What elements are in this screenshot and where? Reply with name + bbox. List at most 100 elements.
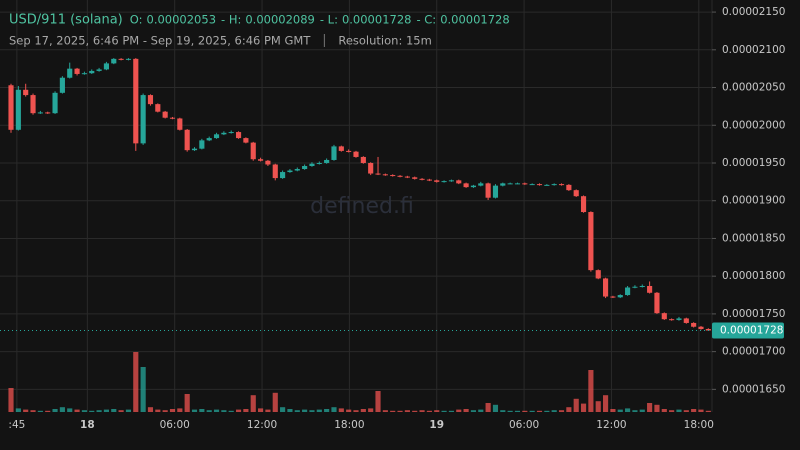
- volume-bar: [15, 408, 21, 412]
- volume-bar: [8, 388, 14, 412]
- volume-bar: [595, 401, 601, 412]
- candle-body: [625, 287, 631, 296]
- candle-body: [375, 173, 381, 175]
- candle-body: [302, 166, 308, 170]
- candle-body: [206, 138, 212, 141]
- candle-body: [221, 132, 227, 135]
- candle-body: [213, 134, 220, 139]
- candle-body: [265, 160, 271, 165]
- candle-body: [155, 104, 161, 112]
- y-tick-label: 0.00001700: [722, 346, 785, 358]
- candle-body: [573, 190, 579, 197]
- volume-bar: [125, 409, 132, 412]
- candle-body: [118, 58, 124, 60]
- candle-body: [544, 184, 550, 186]
- candle-body: [610, 296, 616, 298]
- candle-body: [250, 142, 256, 160]
- volume-bar: [625, 408, 631, 412]
- candle-body: [125, 58, 132, 60]
- candle-body: [558, 184, 565, 186]
- volume-bar: [52, 409, 58, 412]
- candle-body: [243, 138, 249, 143]
- candle-body: [412, 177, 418, 179]
- candle-body: [419, 178, 425, 180]
- candle-body: [441, 181, 447, 183]
- volume-bar: [59, 407, 65, 412]
- volume-bar: [404, 410, 410, 412]
- volume-bar: [375, 391, 381, 412]
- volume-bar: [434, 410, 440, 412]
- volume-bar: [412, 410, 418, 412]
- candle-body: [67, 68, 73, 78]
- volume-bar: [111, 409, 117, 412]
- volume-bar: [133, 352, 139, 412]
- volume-bar: [654, 404, 660, 412]
- ohlc-value: 0.00002053: [147, 13, 217, 27]
- candle-body: [15, 89, 21, 130]
- volume-bar: [514, 410, 521, 412]
- candle-body: [316, 162, 322, 164]
- ohlc-label: O:: [130, 13, 143, 27]
- volume-bar: [96, 410, 102, 412]
- volume-bar: [324, 409, 330, 412]
- candle-body: [676, 318, 682, 320]
- volume-bar: [191, 409, 198, 412]
- volume-bar: [23, 409, 29, 412]
- volume-bar: [169, 409, 176, 412]
- ohlc-label: - H:: [221, 13, 241, 27]
- volume-bar: [669, 410, 675, 412]
- candle-body: [162, 111, 168, 118]
- candle-body: [500, 183, 506, 186]
- volume-bar: [235, 409, 242, 412]
- volume-bar: [566, 407, 572, 412]
- volume-bar: [691, 409, 697, 412]
- candle-body: [177, 118, 183, 130]
- candle-body: [566, 184, 572, 191]
- ohlc-value: 0.00001728: [440, 13, 510, 27]
- volume-bar: [529, 410, 535, 412]
- volume-bar: [177, 408, 183, 412]
- x-tick-label: 18: [80, 419, 95, 431]
- candle-body: [280, 172, 286, 179]
- volume-bar: [346, 409, 352, 412]
- volume-bar: [221, 410, 227, 412]
- volume-bar: [441, 410, 447, 412]
- candle-body: [59, 77, 65, 93]
- volume-bar: [632, 410, 638, 412]
- volume-bar: [147, 407, 154, 412]
- candle-body: [169, 117, 176, 119]
- candle-body: [338, 146, 344, 151]
- ohlc-label: - C:: [416, 13, 436, 27]
- volume-bar: [602, 395, 609, 412]
- y-tick-label: 0.00001800: [722, 270, 785, 282]
- candle-body: [287, 170, 293, 173]
- last-price-label: 0.00001728: [720, 325, 783, 337]
- candle-body: [360, 156, 366, 163]
- ohlc-value: 0.00001728: [342, 13, 412, 27]
- volume-bar: [661, 409, 667, 412]
- volume-bar: [206, 410, 212, 412]
- candle-body: [228, 132, 234, 134]
- volume-bar: [103, 409, 110, 412]
- volume-bar: [500, 410, 506, 412]
- header: USD/911 (solana) Sep 17, 2025, 6:46 PM -…: [9, 13, 510, 48]
- y-tick-label: 0.00002050: [722, 82, 785, 94]
- volume-bar: [705, 410, 711, 412]
- x-tick-label: 12:00: [596, 419, 626, 431]
- chart-title: USD/911 (solana): [9, 13, 123, 28]
- volume-bar: [213, 409, 220, 412]
- candle-body: [529, 184, 535, 186]
- x-tick-label: 19: [429, 419, 444, 431]
- x-tick-label: :45: [8, 419, 25, 431]
- volume-bar: [162, 410, 168, 412]
- volume-bar: [544, 410, 550, 412]
- x-tick-label: 06:00: [160, 419, 190, 431]
- volume-bar: [676, 409, 682, 412]
- candle-body: [397, 175, 403, 177]
- volume-bar: [683, 410, 689, 412]
- volume-bar: [294, 410, 300, 412]
- ohlc-value: 0.00002089: [245, 13, 315, 27]
- volume-bar: [485, 403, 491, 412]
- candle-body: [536, 184, 543, 186]
